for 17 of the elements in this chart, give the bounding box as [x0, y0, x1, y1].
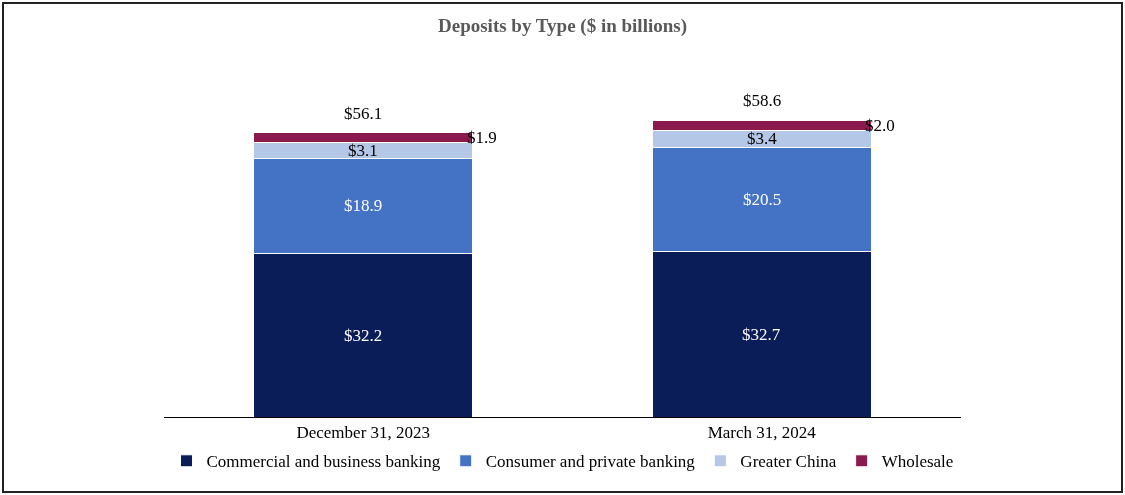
legend-label: Greater China: [740, 452, 837, 472]
total-label: $56.1: [344, 104, 383, 123]
data-label: $32.2: [344, 326, 383, 345]
data-label: $32.7: [742, 325, 781, 344]
x-tick-label: December 31, 2023: [296, 423, 431, 443]
legend-label: Consumer and private banking: [485, 452, 696, 472]
data-label: $18.9: [344, 196, 383, 215]
data-label: $20.5: [743, 190, 782, 209]
x-tick-label: March 31, 2024: [707, 423, 817, 443]
chart-title: Deposits by Type ($ in billions): [438, 14, 687, 37]
legend-label: Wholesale: [881, 452, 954, 472]
legend-label: Commercial and business banking: [206, 452, 441, 472]
data-label: $1.9: [467, 128, 497, 147]
data-label: $3.4: [747, 129, 778, 148]
data-label: $2.0: [865, 116, 895, 135]
total-label: $58.6: [743, 91, 782, 110]
data-label: $3.1: [348, 141, 378, 160]
